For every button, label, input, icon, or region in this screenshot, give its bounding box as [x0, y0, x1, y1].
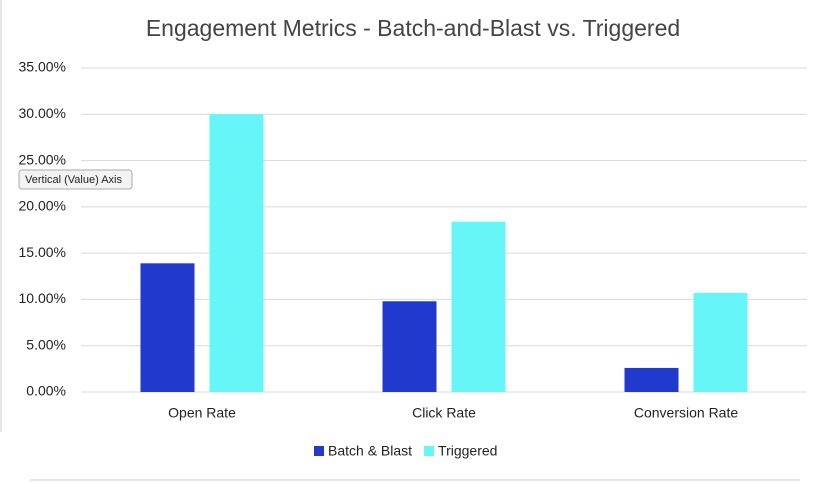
- y-tick-label: 25.00%: [19, 151, 66, 167]
- x-tick-label: Conversion Rate: [634, 405, 738, 421]
- bar: [624, 367, 679, 392]
- chart-title: Engagement Metrics - Batch-and-Blast vs.…: [146, 15, 680, 41]
- bar: [209, 114, 264, 393]
- legend-label: Triggered: [438, 443, 497, 459]
- y-tick-label: 35.00%: [19, 59, 66, 75]
- bar: [451, 221, 506, 392]
- y-tick-label: 0.00%: [26, 383, 66, 399]
- tooltip-box: [18, 169, 133, 190]
- x-tick-label: Open Rate: [168, 405, 236, 421]
- tooltip-text: Vertical (Value) Axis: [25, 174, 123, 186]
- y-tick-label: 20.00%: [19, 198, 66, 214]
- legend-swatch: [424, 446, 435, 456]
- y-tick-label: 15.00%: [19, 244, 66, 260]
- bar: [693, 292, 748, 392]
- y-tick-label: 5.00%: [26, 336, 66, 352]
- y-tick-label: 30.00%: [19, 105, 66, 121]
- y-tick-label: 10.00%: [19, 290, 66, 306]
- bar: [382, 301, 437, 392]
- tooltip: Vertical (Value) Axis: [18, 169, 133, 190]
- bar: [140, 263, 195, 392]
- x-tick-label: Click Rate: [412, 405, 476, 421]
- legend-swatch: [314, 446, 324, 456]
- legend-label: Batch & Blast: [328, 443, 412, 459]
